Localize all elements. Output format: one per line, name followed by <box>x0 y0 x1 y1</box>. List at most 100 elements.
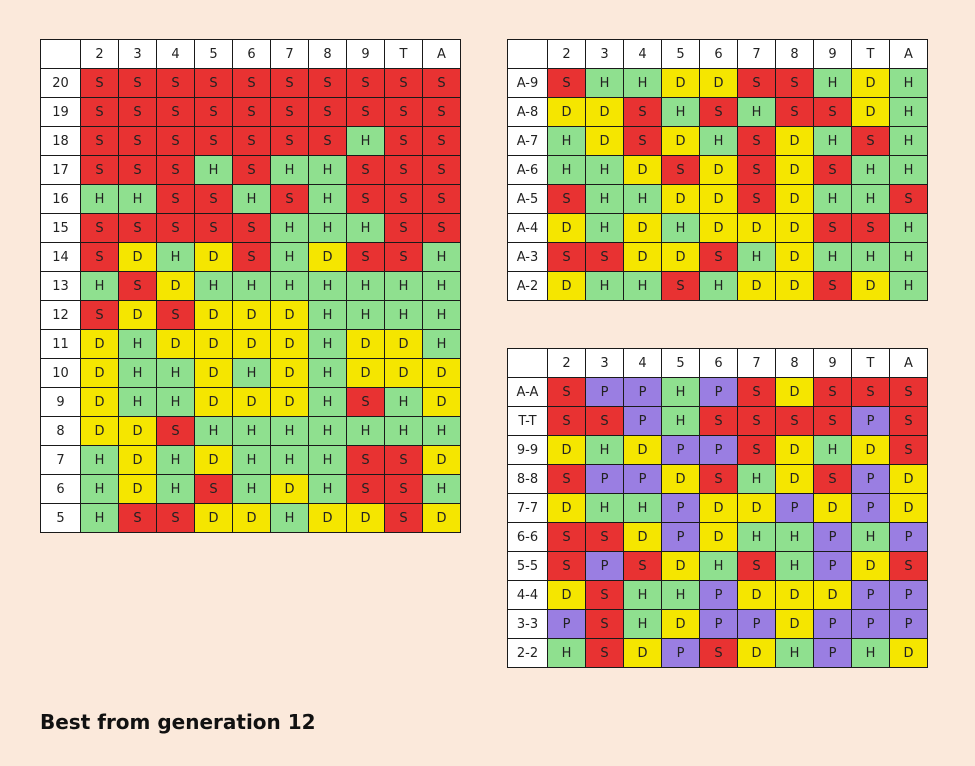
hard-totals-action-cell: S <box>194 213 233 243</box>
soft-totals-action-cell: S <box>813 155 852 185</box>
hard-totals-action-cell: H <box>118 184 157 214</box>
hard-totals-action-cell: S <box>232 155 271 185</box>
hard-totals-action-cell: S <box>308 126 347 156</box>
pairs-action-cell: H <box>547 638 586 668</box>
hard-totals-action-cell: H <box>194 416 233 446</box>
hard-totals-action-cell: S <box>346 242 385 272</box>
hard-totals-action-cell: H <box>270 503 309 533</box>
pairs-action-cell: P <box>585 377 624 407</box>
soft-totals-action-cell: H <box>889 271 928 301</box>
hard-totals-action-cell: S <box>346 474 385 504</box>
pairs-action-cell: H <box>737 464 776 494</box>
hard-totals-action-cell: D <box>80 387 119 417</box>
hard-totals-row-label: 20 <box>40 68 81 98</box>
soft-totals-row-label: A-6 <box>507 155 548 185</box>
hard-totals-action-cell: D <box>422 445 461 475</box>
hard-totals-action-cell: S <box>270 97 309 127</box>
hard-totals-action-cell: H <box>80 474 119 504</box>
hard-totals-action-cell: D <box>232 503 271 533</box>
soft-totals-action-cell: S <box>737 184 776 214</box>
hard-totals-action-cell: S <box>194 126 233 156</box>
hard-totals-row: 12 S D S D D D H H H H <box>40 300 461 330</box>
pairs-action-cell: S <box>699 406 738 436</box>
soft-totals-action-cell: S <box>699 97 738 127</box>
soft-totals-action-cell: H <box>585 184 624 214</box>
hard-totals-action-cell: H <box>270 271 309 301</box>
hard-totals-action-cell: H <box>346 416 385 446</box>
soft-totals-action-cell: S <box>813 213 852 243</box>
soft-totals-action-cell: S <box>851 213 890 243</box>
pairs-action-cell: P <box>775 493 814 523</box>
pairs-action-cell: D <box>547 580 586 610</box>
hard-totals-row: 19 S S S S S S S S S S <box>40 97 461 127</box>
soft-totals-row-label: A-8 <box>507 97 548 127</box>
hard-totals-row: 13 H S D H H H H H H H <box>40 271 461 301</box>
soft-totals-action-cell: D <box>775 242 814 272</box>
soft-totals-corner-cell <box>507 39 548 69</box>
soft-totals-action-cell: D <box>547 271 586 301</box>
hard-totals-action-cell: H <box>308 474 347 504</box>
hard-totals-action-cell: D <box>194 445 233 475</box>
pairs-action-cell: D <box>889 638 928 668</box>
hard-totals-action-cell: S <box>270 184 309 214</box>
soft-totals-action-cell: D <box>775 184 814 214</box>
hard-totals-dealer-card-header: 3 <box>118 39 157 69</box>
hard-totals-action-cell: H <box>270 445 309 475</box>
hard-totals-action-cell: S <box>80 213 119 243</box>
pairs-action-cell: S <box>851 377 890 407</box>
pairs-action-cell: H <box>813 435 852 465</box>
hard-totals-action-cell: D <box>194 503 233 533</box>
generation-caption: Best from generation 12 <box>40 710 316 734</box>
hard-totals-action-cell: D <box>194 387 233 417</box>
hard-totals-action-cell: D <box>156 271 195 301</box>
pairs-action-cell: D <box>889 464 928 494</box>
soft-totals-row: A-8 D D S H S H S S D H <box>507 97 928 127</box>
hard-totals-row-label: 11 <box>40 329 81 359</box>
soft-totals-action-cell: D <box>699 184 738 214</box>
pairs-action-cell: D <box>813 493 852 523</box>
pairs-action-cell: S <box>547 522 586 552</box>
pairs-action-cell: D <box>623 522 662 552</box>
hard-totals-action-cell: H <box>422 474 461 504</box>
pairs-row-label: 4-4 <box>507 580 548 610</box>
pairs-row: 7-7 D H H P D D P D P D <box>507 493 928 523</box>
soft-totals-action-cell: D <box>775 271 814 301</box>
hard-totals-row-label: 12 <box>40 300 81 330</box>
hard-totals-dealer-card-header: 5 <box>194 39 233 69</box>
hard-totals-action-cell: S <box>308 97 347 127</box>
pairs-action-cell: P <box>851 464 890 494</box>
pairs-action-cell: D <box>661 464 700 494</box>
soft-totals-row-label: A-4 <box>507 213 548 243</box>
hard-totals-action-cell: H <box>80 503 119 533</box>
hard-totals-action-cell: H <box>270 242 309 272</box>
hard-totals-action-cell: S <box>156 68 195 98</box>
pairs-action-cell: S <box>547 406 586 436</box>
soft-totals-action-cell: H <box>547 126 586 156</box>
hard-totals-action-cell: H <box>232 416 271 446</box>
soft-totals-action-cell: D <box>775 213 814 243</box>
pairs-action-cell: P <box>623 464 662 494</box>
pairs-action-cell: D <box>775 609 814 639</box>
hard-totals-action-cell: H <box>118 358 157 388</box>
hard-totals-action-cell: D <box>80 358 119 388</box>
hard-totals-action-cell: D <box>194 358 233 388</box>
soft-totals-action-cell: S <box>585 242 624 272</box>
hard-totals-action-cell: S <box>422 126 461 156</box>
soft-totals-action-cell: H <box>889 68 928 98</box>
soft-totals-action-cell: H <box>813 184 852 214</box>
soft-totals-action-cell: H <box>585 271 624 301</box>
pairs-dealer-card-header: 2 <box>547 348 586 378</box>
hard-totals-action-cell: D <box>384 329 423 359</box>
hard-totals-action-cell: H <box>270 416 309 446</box>
pairs-action-cell: D <box>775 435 814 465</box>
hard-totals-body: 20 S S S S S S S S S S 19 S S S S S S S S S S 18 S S S S S S S H S S 17 S S… <box>40 68 461 533</box>
soft-totals-dealer-card-header: 3 <box>585 39 624 69</box>
pairs-action-cell: H <box>623 493 662 523</box>
pairs-action-cell: D <box>623 638 662 668</box>
hard-totals-action-cell: S <box>384 474 423 504</box>
hard-totals-row-label: 5 <box>40 503 81 533</box>
